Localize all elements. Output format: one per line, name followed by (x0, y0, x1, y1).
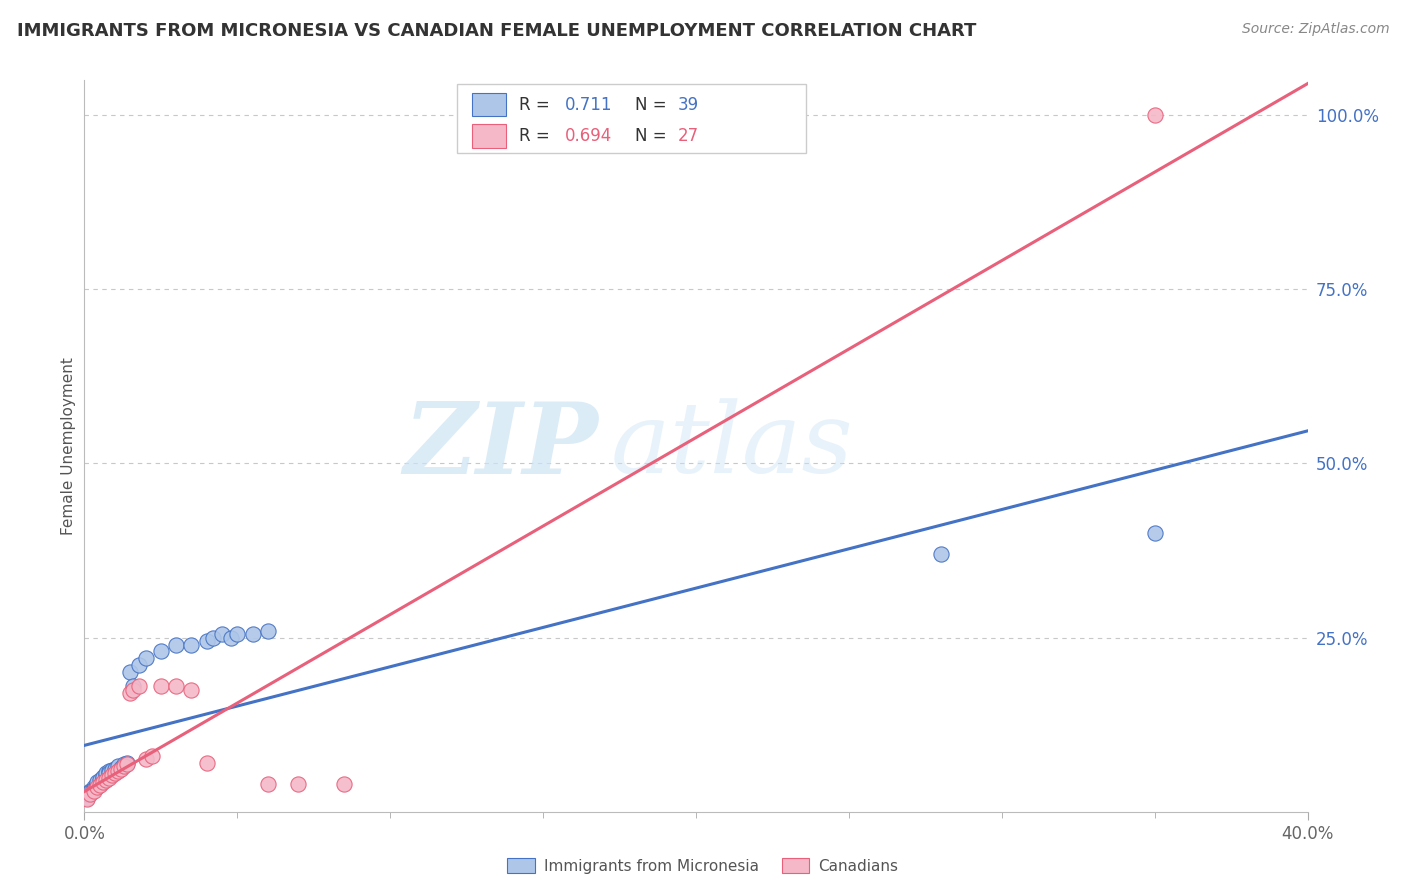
Text: ZIP: ZIP (404, 398, 598, 494)
Point (76, 787, 98, 801)
Point (226, 627, 249, 641)
Point (91, 770, 114, 784)
Point (1143, 108, 1166, 122)
Point (94, 768, 117, 782)
Point (128, 658, 150, 673)
Point (76, 792, 98, 806)
Point (110, 761, 132, 775)
Point (195, 634, 218, 648)
Point (104, 764, 127, 779)
Point (94, 773, 117, 788)
Point (94, 766, 117, 780)
Point (97, 772, 120, 786)
Point (1143, 526, 1166, 541)
Text: 0.694: 0.694 (565, 127, 613, 145)
Text: 39: 39 (678, 95, 699, 114)
Point (257, 777, 280, 791)
Point (89, 777, 111, 791)
Point (79, 784, 101, 798)
Point (112, 757, 135, 772)
Point (104, 762, 127, 776)
Point (86, 778, 108, 792)
Point (107, 759, 129, 773)
Point (91, 772, 114, 786)
Point (287, 777, 309, 791)
FancyBboxPatch shape (457, 84, 806, 153)
Point (83, 782, 105, 797)
Text: Source: ZipAtlas.com: Source: ZipAtlas.com (1241, 22, 1389, 37)
Point (201, 631, 224, 645)
Text: R =: R = (519, 127, 554, 145)
Point (180, 682, 202, 697)
Point (104, 766, 127, 780)
Point (97, 764, 120, 779)
Text: N =: N = (636, 95, 672, 114)
Text: N =: N = (636, 127, 672, 145)
Point (929, 547, 952, 561)
Point (91, 775, 114, 789)
Text: atlas: atlas (610, 399, 853, 493)
Point (149, 644, 172, 658)
Point (122, 679, 145, 693)
Text: 27: 27 (678, 127, 699, 145)
Point (115, 757, 138, 772)
Point (110, 762, 132, 776)
Point (219, 631, 242, 645)
Point (149, 679, 172, 693)
Point (180, 638, 202, 652)
Point (101, 763, 124, 777)
FancyBboxPatch shape (472, 124, 506, 148)
Point (195, 756, 218, 770)
Point (242, 627, 264, 641)
Point (86, 775, 108, 789)
Point (333, 777, 356, 791)
Point (101, 768, 124, 782)
Point (97, 766, 120, 780)
Point (115, 756, 138, 770)
Point (89, 778, 111, 792)
Point (107, 764, 129, 779)
Point (128, 679, 150, 693)
Point (165, 638, 187, 652)
Point (141, 749, 163, 764)
Y-axis label: Female Unemployment: Female Unemployment (60, 357, 76, 535)
Point (257, 624, 280, 638)
Point (83, 784, 105, 798)
Text: R =: R = (519, 95, 554, 114)
Point (112, 759, 135, 773)
Point (135, 651, 157, 665)
Point (79, 787, 101, 801)
FancyBboxPatch shape (472, 93, 506, 117)
Point (120, 686, 142, 700)
Point (120, 665, 142, 680)
Point (135, 752, 157, 766)
Point (86, 780, 108, 795)
Point (89, 773, 111, 788)
Point (165, 679, 187, 693)
Text: IMMIGRANTS FROM MICRONESIA VS CANADIAN FEMALE UNEMPLOYMENT CORRELATION CHART: IMMIGRANTS FROM MICRONESIA VS CANADIAN F… (17, 22, 976, 40)
Point (79, 785, 101, 799)
Legend: Immigrants from Micronesia, Canadians: Immigrants from Micronesia, Canadians (502, 852, 904, 880)
Point (83, 780, 105, 795)
Point (211, 627, 233, 641)
Point (122, 682, 145, 697)
Point (76, 790, 98, 805)
Text: 0.711: 0.711 (565, 95, 613, 114)
